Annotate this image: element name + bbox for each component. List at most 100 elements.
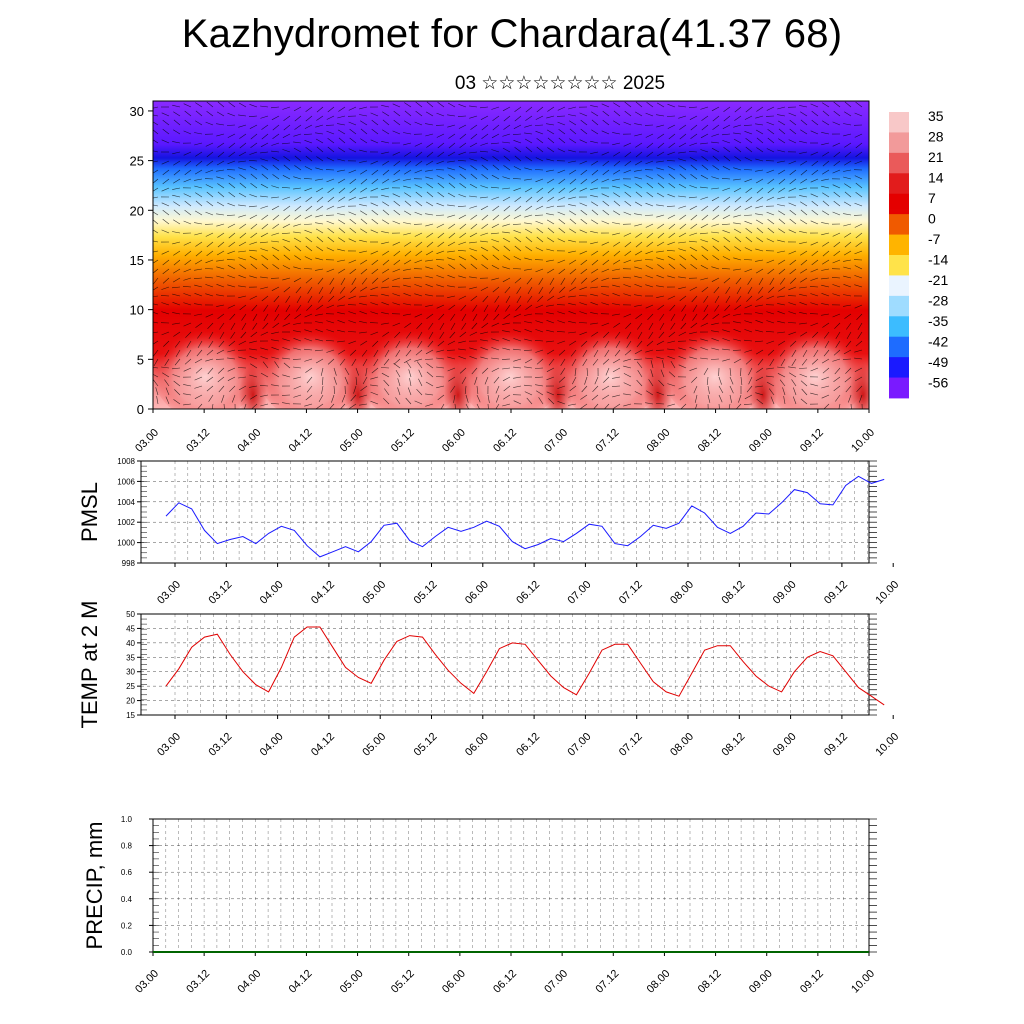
wind-barb [217, 142, 225, 148]
wind-barb [194, 132, 203, 135]
wind-barb [228, 101, 236, 108]
wind-barb [613, 169, 621, 175]
wind-barb [557, 106, 566, 111]
wind-barb [307, 286, 313, 294]
wind-barb [195, 120, 203, 126]
wind-barb [670, 360, 676, 369]
wind-barb [381, 322, 390, 325]
wind-barb [693, 385, 698, 394]
wind-barb [393, 358, 401, 365]
wind-barb [601, 302, 610, 306]
wind-barb [183, 220, 192, 225]
wind-barb [172, 302, 181, 306]
wind-barb [778, 128, 786, 135]
wind-barb [558, 349, 566, 356]
wind-barb [568, 160, 577, 163]
wind-barb [304, 403, 313, 407]
wind-barb [282, 402, 291, 405]
wind-barb [250, 363, 258, 369]
wind-barb [833, 110, 841, 117]
wind-barb [700, 277, 709, 281]
wind-barb [569, 259, 577, 265]
wind-barb [240, 331, 247, 339]
wind-barb [514, 277, 522, 284]
wind-barb [832, 313, 841, 318]
wind-barb [513, 366, 522, 369]
wind-barb [636, 340, 643, 348]
colorbar-segment [889, 260, 909, 266]
wind-barb [689, 339, 698, 342]
wind-barb [259, 385, 269, 387]
wind-barb [590, 241, 599, 245]
wind-barb [425, 349, 434, 355]
wind-barb [305, 115, 313, 122]
wind-barb [249, 340, 258, 344]
colorbar-segment [889, 280, 909, 287]
wind-barb [846, 322, 852, 330]
x-tick-label: 10.00 [873, 579, 901, 607]
wind-barb [502, 330, 511, 333]
wind-barb [495, 403, 500, 409]
wind-barb [656, 391, 665, 396]
wind-barb [733, 338, 742, 342]
wind-barb [756, 137, 764, 144]
wind-barb [465, 394, 469, 403]
wind-barb [557, 259, 566, 264]
wind-barb [153, 139, 159, 144]
wind-barb [273, 295, 280, 303]
wind-barb [832, 259, 841, 264]
wind-barb [568, 331, 577, 334]
wind-barb [360, 128, 368, 135]
wind-barb [260, 286, 269, 290]
wind-barb [669, 304, 676, 312]
wind-barb [249, 356, 258, 360]
wind-barb [349, 178, 357, 185]
wind-barb [843, 213, 852, 216]
wind-barb [307, 295, 313, 304]
wind-barb [226, 169, 236, 171]
wind-barb [547, 196, 555, 202]
wind-barb [800, 219, 808, 225]
wind-barb [469, 115, 478, 119]
wind-barb [435, 214, 445, 216]
wind-barb [613, 241, 621, 247]
wind-barb [173, 209, 181, 216]
wind-barb [349, 227, 357, 234]
wind-barb [395, 340, 401, 348]
wind-barb [703, 304, 709, 313]
x-tick-label: 10.00 [873, 731, 901, 759]
wind-barb [183, 302, 192, 306]
wind-barb [405, 349, 412, 357]
wind-barb [221, 394, 225, 403]
wind-barb [634, 304, 643, 307]
wind-barb [569, 228, 577, 234]
wind-barb [458, 348, 467, 351]
wind-barb [437, 232, 445, 239]
wind-barb [348, 106, 357, 111]
wind-barb [447, 367, 456, 372]
wind-barb [382, 111, 390, 117]
wind-barb [491, 338, 500, 342]
wind-barb [850, 403, 852, 409]
wind-barb [602, 160, 610, 167]
wind-barb [557, 340, 566, 344]
wind-barb [612, 142, 621, 146]
wind-barb [153, 178, 159, 184]
wind-barb [525, 106, 533, 113]
wind-barb [688, 106, 698, 108]
wind-barb [271, 384, 280, 387]
wind-barb [624, 241, 632, 248]
wind-barb [294, 124, 302, 130]
wind-barb [534, 340, 544, 342]
x-tick-label: 08.00 [668, 731, 696, 759]
wind-barb [718, 385, 724, 394]
wind-barb [471, 322, 478, 330]
wind-barb [153, 358, 159, 367]
wind-barb [591, 331, 599, 337]
wind-barb [480, 347, 489, 351]
wind-barb [634, 213, 643, 216]
wind-barb [426, 232, 434, 238]
wind-barb [208, 340, 214, 348]
wind-barb [393, 250, 401, 257]
wind-barb [360, 169, 368, 175]
